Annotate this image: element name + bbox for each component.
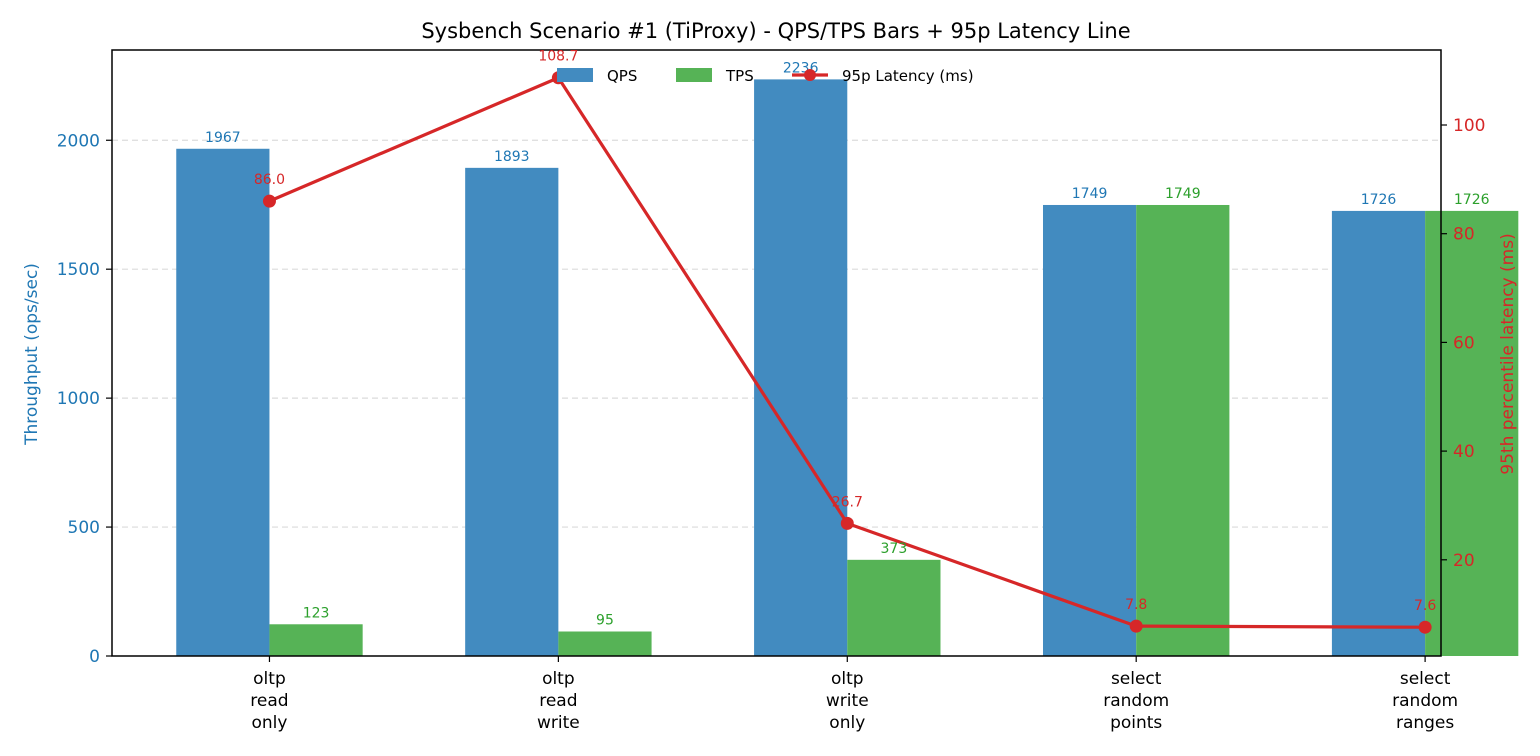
bar-value-label: 1893 [494,149,530,165]
y-tick-label: 2000 [57,131,100,151]
bar-value-label: 1726 [1454,192,1490,208]
bar-value-label: 1967 [205,130,241,146]
x-tick-label: only [829,713,865,733]
bars [176,79,1519,657]
x-tick-label: write [537,713,580,733]
latency-point [1129,619,1143,633]
y-tick-label: 500 [68,518,100,538]
bar-value-label: 1726 [1361,192,1397,208]
y2-tick-label: 100 [1453,116,1485,136]
x-tick-label: points [1110,713,1162,733]
x-tick-label: read [539,691,577,711]
y-tick-label: 1500 [57,260,100,280]
y2-tick-label: 80 [1453,225,1475,245]
plot-frame [111,49,1442,657]
chart-title: Sysbench Scenario #1 (TiProxy) - QPS/TPS… [421,19,1130,43]
bar-value-label: 95 [596,613,614,629]
legend-label: 95p Latency (ms) [842,67,974,85]
x-tick-label: only [251,713,287,733]
legend-label: TPS [725,67,754,85]
y2-axis-label: 95th percentile latency (ms) [1498,233,1518,474]
bar-tps [269,624,363,656]
bar-tps [1136,204,1230,657]
latency-point [1418,620,1432,634]
bar-tps [558,631,652,656]
legend: QPS TPS 95p Latency (ms) [557,67,974,85]
axes: 050010001500200020406080100oltpreadonlyo… [57,116,1486,733]
y2-tick-label: 40 [1453,442,1475,462]
x-tick-label: oltp [542,669,575,689]
latency-point [840,516,854,530]
bar-value-label: 123 [303,605,330,621]
x-tick-label: oltp [831,669,864,689]
x-tick-label: read [250,691,288,711]
bar-qps [176,148,270,656]
latency-line [262,71,1432,634]
latency-value-label: 86.0 [254,172,285,188]
legend-swatch-tps [676,68,712,82]
legend-swatch-qps [557,68,593,82]
x-tick-label: select [1111,669,1162,689]
latency-value-label: 108.7 [538,49,578,65]
bar-value-label: 1749 [1165,186,1201,202]
y2-tick-label: 60 [1453,333,1475,353]
bar-tps [847,559,941,656]
bar-qps [754,79,848,656]
y-axis-label: Throughput (ops/sec) [22,263,42,446]
latency-point [262,194,276,208]
x-tick-label: oltp [253,669,286,689]
bar-qps [1331,210,1426,656]
bar-value-label: 373 [881,541,908,557]
x-tick-label: random [1103,691,1169,711]
legend-label: QPS [607,67,637,85]
y-tick-label: 1000 [57,389,100,409]
latency-value-label: 26.7 [832,494,863,510]
y-tick-label: 0 [89,647,100,667]
bar-qps [1042,204,1137,657]
x-tick-label: random [1392,691,1458,711]
legend-marker-latency [804,69,816,81]
x-tick-label: select [1400,669,1451,689]
bar-value-label: 1749 [1072,186,1108,202]
y2-tick-label: 20 [1453,551,1475,571]
x-tick-label: ranges [1396,713,1454,733]
bar-qps [465,167,559,656]
latency-value-label: 7.8 [1125,597,1147,613]
x-tick-label: write [826,691,869,711]
latency-value-label: 7.6 [1414,598,1436,614]
